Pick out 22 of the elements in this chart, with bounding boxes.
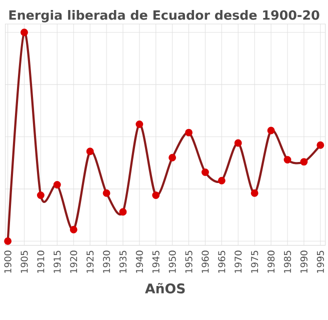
x-tick-label: 1905: [20, 250, 28, 273]
x-tick-label: 1990: [300, 250, 308, 273]
x-tick-label: 1950: [168, 250, 176, 273]
x-tick-label: 1965: [218, 250, 226, 273]
x-tick-label: 1935: [119, 250, 126, 273]
chart-title: Energia liberada de Ecuador desde 1900-20: [9, 10, 320, 22]
x-tick-label: 1985: [284, 250, 292, 273]
x-tick-label: 1970: [234, 250, 242, 273]
x-tick-label: 1980: [268, 250, 275, 273]
x-tick-label: 1955: [185, 250, 192, 273]
x-tick-label: 1920: [70, 250, 78, 273]
x-tick-label: 1915: [54, 250, 61, 273]
x-tick-label: 1910: [37, 250, 44, 273]
x-tick-label: 1960: [202, 250, 209, 273]
x-tick-label: 1940: [136, 250, 143, 273]
x-tick-label: 1995: [316, 250, 324, 273]
x-tick-label: 1925: [86, 250, 94, 273]
x-tick-label: 1975: [251, 250, 258, 273]
x-tick-label: 1900: [4, 250, 12, 273]
x-axis-title: AñOS: [145, 282, 185, 294]
x-tick-label: 1930: [102, 250, 110, 273]
x-tick-label: 1945: [152, 250, 160, 273]
